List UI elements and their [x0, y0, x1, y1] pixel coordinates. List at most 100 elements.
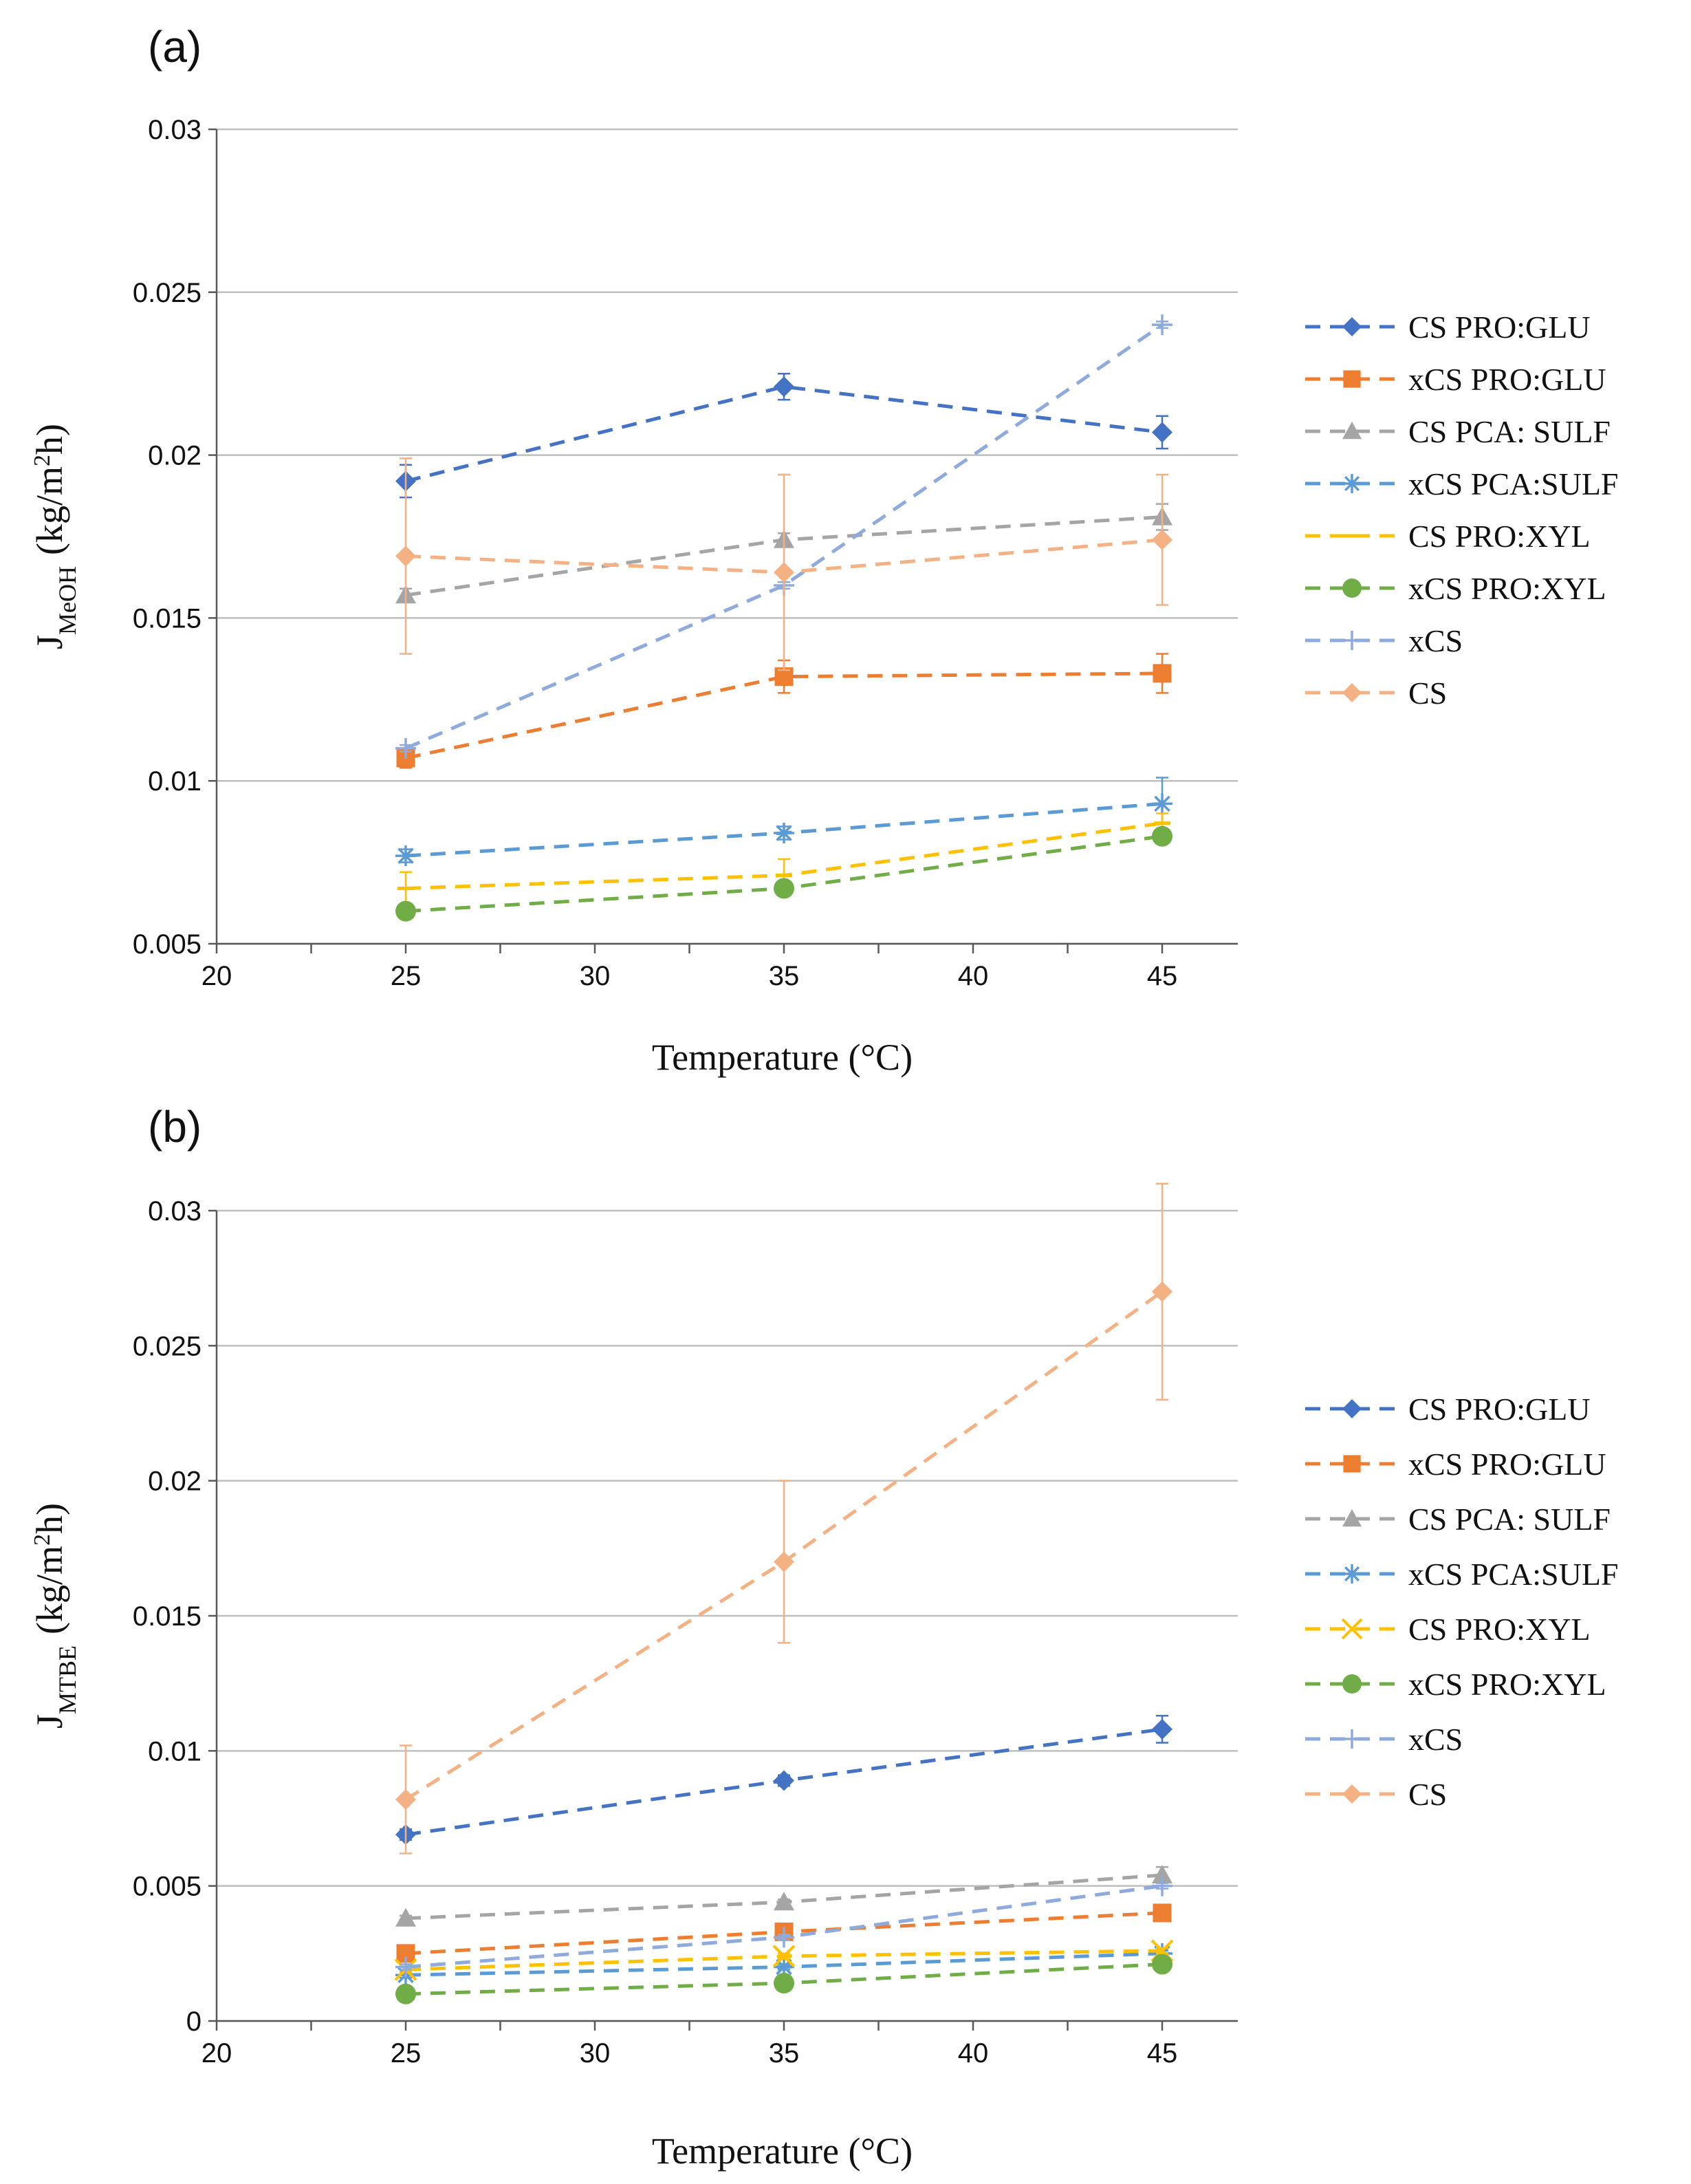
- legend-label: xCS: [1408, 623, 1463, 658]
- series-xcs: [395, 314, 1172, 759]
- legend-label: xCS PRO:XYL: [1408, 571, 1606, 606]
- y-axis-title-sup: 2: [30, 1534, 55, 1546]
- series-line-xcs: [405, 323, 1164, 750]
- y-tick-label: 0.02: [148, 441, 201, 471]
- series-xcs-pca-sulf: [395, 777, 1172, 867]
- legend-marker: [1342, 474, 1362, 493]
- series-xcs-pro-xyl: [395, 1954, 1172, 2004]
- legend-marker: [1342, 1729, 1362, 1749]
- x-tick-label: 20: [201, 961, 232, 991]
- data-point-xcs-pro-xyl: [395, 1983, 416, 2004]
- data-point-cs: [774, 562, 794, 583]
- x-tick-label: 35: [769, 961, 800, 991]
- y-tick-label: 0.01: [148, 766, 201, 797]
- y-axis-title-main: J: [29, 635, 70, 649]
- x-tick-label: 45: [1147, 2038, 1178, 2068]
- y-axis-title-sub: MTBE: [54, 1645, 81, 1714]
- series-cs-pro-xyl: [394, 1939, 1174, 1981]
- y-axis-title-sup: 2: [30, 455, 55, 466]
- data-point-xcs-pro-xyl: [774, 1973, 794, 1994]
- x-tick-label: 20: [201, 2038, 232, 2068]
- y-tick-label: 0.01: [148, 1736, 201, 1766]
- legend-label: CS: [1408, 1777, 1447, 1812]
- legend-label: CS PRO:GLU: [1408, 310, 1591, 345]
- x-tick-label: 30: [580, 2038, 611, 2068]
- legend-marker: [1342, 1509, 1362, 1527]
- data-point-xcs: [395, 1956, 416, 1978]
- data-point-xcs-pca-sulf: [395, 845, 416, 867]
- x-tick-label: 40: [958, 961, 989, 991]
- x-tick-label: 35: [769, 2038, 800, 2068]
- data-point-xcs: [395, 737, 416, 759]
- legend-label: xCS PCA:SULF: [1408, 466, 1619, 501]
- legend-marker: [1341, 1618, 1363, 1640]
- y-tick-label: 0.005: [133, 1872, 201, 1902]
- legend-label: CS PRO:XYL: [1408, 519, 1591, 554]
- data-point-xcs-pro-glu: [1153, 664, 1172, 683]
- data-point-cs: [395, 1789, 416, 1810]
- legend-marker: [1342, 1564, 1362, 1583]
- x-tick-label: 25: [391, 2038, 422, 2068]
- y-axis-title: JMeOH (kg/m2h): [29, 424, 81, 649]
- y-tick-label: 0.005: [133, 929, 201, 960]
- legend-marker: [1342, 1784, 1362, 1804]
- legend: CS PRO:GLU xCS PRO:GLU CS PCA: SULF xCS PCA…: [1305, 310, 1619, 711]
- y-axis-title-unit-end: h): [29, 1503, 70, 1534]
- data-point-cs-pro-glu: [774, 1770, 794, 1791]
- legend-label: CS PCA: SULF: [1408, 1502, 1611, 1537]
- data-point-xcs-pro-glu: [1153, 1903, 1172, 1923]
- x-tick-label: 45: [1147, 961, 1178, 991]
- series-line-xcs-pro-glu: [405, 671, 1163, 760]
- panel-label: (a): [148, 22, 201, 72]
- y-tick-label: 0.02: [148, 1467, 201, 1497]
- legend-marker: [1342, 579, 1362, 598]
- data-point-xcs-pro-xyl: [1152, 1954, 1172, 1975]
- y-axis-title-unit: (kg/m: [29, 466, 70, 555]
- data-point-cs: [774, 1551, 794, 1572]
- y-tick-label: 0.03: [148, 1196, 201, 1226]
- data-point-cs-pca-sulf: [774, 1892, 794, 1911]
- data-point-cs-pro-glu: [774, 376, 794, 398]
- legend: CS PRO:GLU xCS PRO:GLU CS PCA: SULF xCS PCA…: [1305, 1392, 1619, 1812]
- data-point-cs: [395, 545, 416, 567]
- y-tick-label: 0.03: [148, 115, 201, 145]
- legend-marker: [1342, 317, 1362, 336]
- data-point-cs: [1152, 1281, 1172, 1302]
- data-point-xcs-pca-sulf: [774, 822, 794, 843]
- data-point-xcs-pro-xyl: [1152, 825, 1172, 847]
- data-point-cs-pca-sulf: [1152, 1864, 1172, 1883]
- legend-marker: [1342, 422, 1362, 440]
- data-point-cs-pro-glu: [1152, 1718, 1172, 1740]
- y-axis-title-unit-end: h): [29, 424, 70, 455]
- legend-marker: [1342, 1674, 1362, 1694]
- legend-label: xCS PCA:SULF: [1408, 1557, 1619, 1592]
- y-tick-label: 0.015: [133, 603, 201, 634]
- y-tick-label: 0: [186, 2007, 201, 2037]
- y-tick-label: 0.015: [133, 1601, 201, 1632]
- x-tick-label: 30: [580, 961, 611, 991]
- y-axis-title-unit: (kg/m: [29, 1546, 70, 1634]
- legend-label: xCS PRO:GLU: [1408, 1447, 1606, 1482]
- series-cs: [395, 1182, 1172, 1855]
- legend-label: xCS PRO:GLU: [1408, 362, 1606, 397]
- series-cs-pca-sulf: [395, 1864, 1172, 1927]
- legend-label: CS PRO:GLU: [1408, 1392, 1591, 1427]
- data-point-cs-pro-xyl: [772, 1945, 796, 1968]
- panel-b: (b) 0 0.005 0.01 0.015 0.02 0.025 0.03 20 25 30 35 4…: [29, 1102, 1619, 2172]
- data-point-xcs: [774, 1927, 794, 1948]
- series-cs-pro-glu: [395, 1715, 1172, 1846]
- data-point-xcs-pca-sulf: [1152, 793, 1172, 814]
- legend-label: xCS PRO:XYL: [1408, 1667, 1606, 1702]
- legend-marker: [1342, 631, 1362, 650]
- data-point-xcs-pca-sulf: [774, 1956, 794, 1978]
- y-axis-title-main: J: [29, 1714, 70, 1729]
- legend-marker: [1343, 370, 1361, 388]
- series-xcs-pro-xyl: [395, 825, 1172, 922]
- series-xcs: [395, 1875, 1172, 1978]
- data-point-xcs: [1152, 314, 1172, 336]
- data-point-xcs: [1152, 1875, 1172, 1896]
- y-tick-label: 0.025: [133, 1331, 201, 1361]
- x-axis-title: Temperature (°C): [652, 1037, 913, 1078]
- data-point-cs: [1152, 529, 1172, 550]
